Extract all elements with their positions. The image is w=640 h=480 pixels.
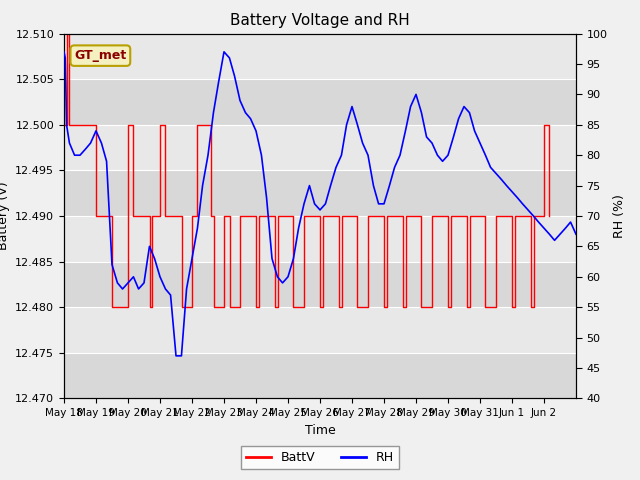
X-axis label: Time: Time: [305, 424, 335, 437]
Bar: [64, 34, 576, 79]
Bar: [64, 262, 576, 307]
Bar: [64, 79, 576, 125]
Y-axis label: Battery (V): Battery (V): [0, 182, 10, 250]
Bar: [64, 353, 576, 398]
Legend: BattV, RH: BattV, RH: [241, 446, 399, 469]
Bar: [64, 307, 576, 353]
Y-axis label: RH (%): RH (%): [613, 194, 626, 238]
Title: Battery Voltage and RH: Battery Voltage and RH: [230, 13, 410, 28]
Bar: [64, 125, 576, 170]
Bar: [64, 216, 576, 262]
Text: GT_met: GT_met: [74, 49, 127, 62]
Bar: [64, 170, 576, 216]
